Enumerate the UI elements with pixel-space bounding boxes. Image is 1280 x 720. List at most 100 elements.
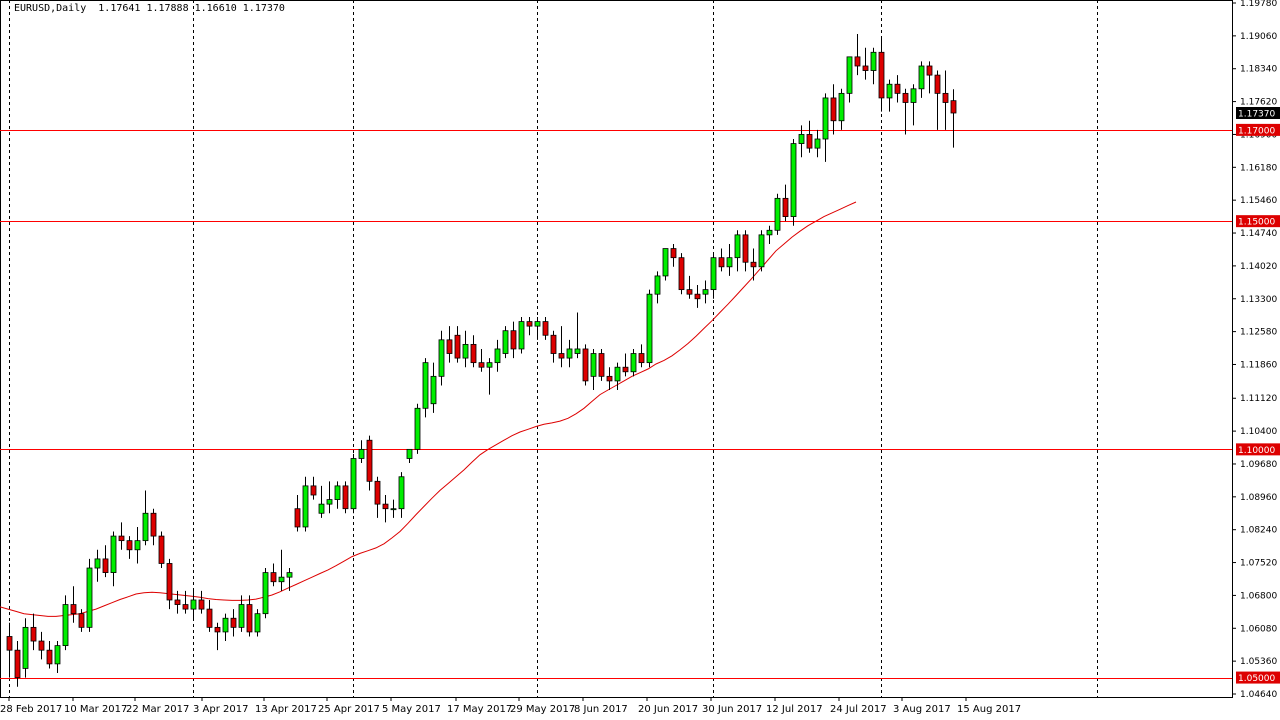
bull-candle-body bbox=[302, 485, 309, 528]
candle bbox=[486, 358, 493, 395]
candle bbox=[790, 139, 797, 226]
price-tags: 1.17000 1.15000 1.10000 1.05000 1.17370 bbox=[1236, 106, 1280, 684]
level-price-tag: 1.15000 bbox=[1238, 218, 1275, 228]
bear-candle-body bbox=[230, 617, 237, 628]
y-tick-label: 1.06080 bbox=[1240, 624, 1277, 634]
bear-candle-body bbox=[750, 261, 757, 268]
candle bbox=[326, 481, 333, 514]
bull-candle-body bbox=[406, 448, 413, 459]
bear-candle-body bbox=[902, 92, 909, 103]
candle bbox=[590, 348, 597, 391]
bull-candle-body bbox=[838, 92, 845, 122]
candle bbox=[550, 330, 557, 363]
bear-candle-body bbox=[830, 97, 837, 122]
candle bbox=[334, 481, 341, 509]
candle bbox=[558, 326, 565, 368]
bear-candle-body bbox=[670, 248, 677, 259]
candle bbox=[654, 271, 661, 304]
bear-candle-body bbox=[934, 74, 941, 94]
bear-candle-body bbox=[174, 599, 181, 605]
candle bbox=[670, 243, 677, 267]
y-tick-label: 1.11860 bbox=[1240, 360, 1277, 370]
bull-candle-body bbox=[614, 366, 621, 382]
x-tick-label: 29 May 2017 bbox=[510, 704, 575, 715]
y-tick-label: 1.14740 bbox=[1240, 229, 1277, 239]
bull-candle-body bbox=[870, 51, 877, 71]
moving-average-polyline bbox=[0, 201, 857, 617]
chart-title: EURUSD,Daily 1.17641 1.17888 1.16610 1.1… bbox=[14, 3, 285, 14]
candle bbox=[198, 590, 205, 614]
candle bbox=[534, 317, 541, 340]
bear-candle-body bbox=[198, 599, 205, 610]
candle bbox=[134, 526, 141, 564]
y-tick-label: 1.11120 bbox=[1240, 394, 1277, 404]
candle bbox=[878, 38, 885, 112]
candle bbox=[302, 476, 309, 532]
candle bbox=[494, 339, 501, 372]
y-tick-label: 1.08240 bbox=[1240, 526, 1277, 536]
bear-candle-body bbox=[70, 604, 77, 615]
bear-candle-body bbox=[246, 604, 253, 633]
candle bbox=[254, 609, 261, 637]
bull-candle-body bbox=[758, 234, 765, 268]
bear-candle-body bbox=[686, 289, 693, 295]
bear-candle-body bbox=[342, 485, 349, 510]
candle bbox=[174, 590, 181, 614]
candle bbox=[230, 609, 237, 637]
bear-candle-body bbox=[806, 134, 813, 149]
candle bbox=[22, 618, 29, 678]
candle bbox=[14, 641, 21, 687]
bear-candle-body bbox=[854, 56, 861, 67]
bull-candle-body bbox=[662, 248, 669, 277]
candle bbox=[622, 353, 629, 377]
bull-candle-body bbox=[654, 275, 661, 295]
candlesticks bbox=[6, 34, 957, 687]
bull-candle-body bbox=[726, 257, 733, 268]
y-axis: 1.197801.190601.183401.176201.169001.161… bbox=[1232, 0, 1277, 700]
bear-candle-body bbox=[102, 558, 109, 573]
bull-candle-body bbox=[286, 572, 293, 578]
candle bbox=[6, 622, 13, 678]
candle bbox=[310, 476, 317, 500]
bear-candle-body bbox=[542, 321, 549, 336]
candle bbox=[430, 362, 437, 413]
bull-candle-body bbox=[358, 448, 365, 459]
bear-candle-body bbox=[718, 257, 725, 268]
candle bbox=[902, 88, 909, 135]
bull-candle-body bbox=[710, 257, 717, 291]
bear-candle-body bbox=[46, 649, 53, 665]
candle bbox=[830, 84, 837, 135]
candle bbox=[102, 545, 109, 578]
candle bbox=[158, 531, 165, 569]
bull-candle-body bbox=[590, 353, 597, 377]
bull-candle-body bbox=[518, 321, 525, 350]
candle bbox=[694, 285, 701, 308]
bear-candle-body bbox=[638, 353, 645, 364]
candle bbox=[142, 490, 149, 546]
bull-candle-body bbox=[254, 613, 261, 633]
bear-candle-body bbox=[622, 366, 629, 373]
horizontal-level-lines[interactable] bbox=[0, 130, 1232, 679]
bull-candle-body bbox=[438, 339, 445, 377]
candle bbox=[46, 641, 53, 669]
bull-candle-body bbox=[630, 353, 637, 373]
y-tick-label: 1.12580 bbox=[1240, 328, 1277, 338]
candle bbox=[382, 495, 389, 523]
level-price-tag-bg bbox=[1236, 671, 1280, 684]
candle bbox=[846, 56, 853, 103]
candle bbox=[638, 344, 645, 368]
bear-candle-body bbox=[374, 480, 381, 505]
bull-candle-body bbox=[110, 535, 117, 573]
moving-average-line bbox=[0, 201, 857, 617]
x-tick-label: 30 Jun 2017 bbox=[702, 704, 762, 715]
level-price-tag: 1.10000 bbox=[1238, 446, 1275, 456]
candle bbox=[278, 549, 285, 591]
candle bbox=[190, 590, 197, 619]
bull-candle-body bbox=[262, 572, 269, 615]
bull-candle-body bbox=[486, 362, 493, 368]
y-tick-label: 1.04640 bbox=[1240, 690, 1277, 700]
bear-candle-body bbox=[78, 613, 85, 628]
candle bbox=[758, 230, 765, 272]
bear-candle-body bbox=[678, 257, 685, 291]
